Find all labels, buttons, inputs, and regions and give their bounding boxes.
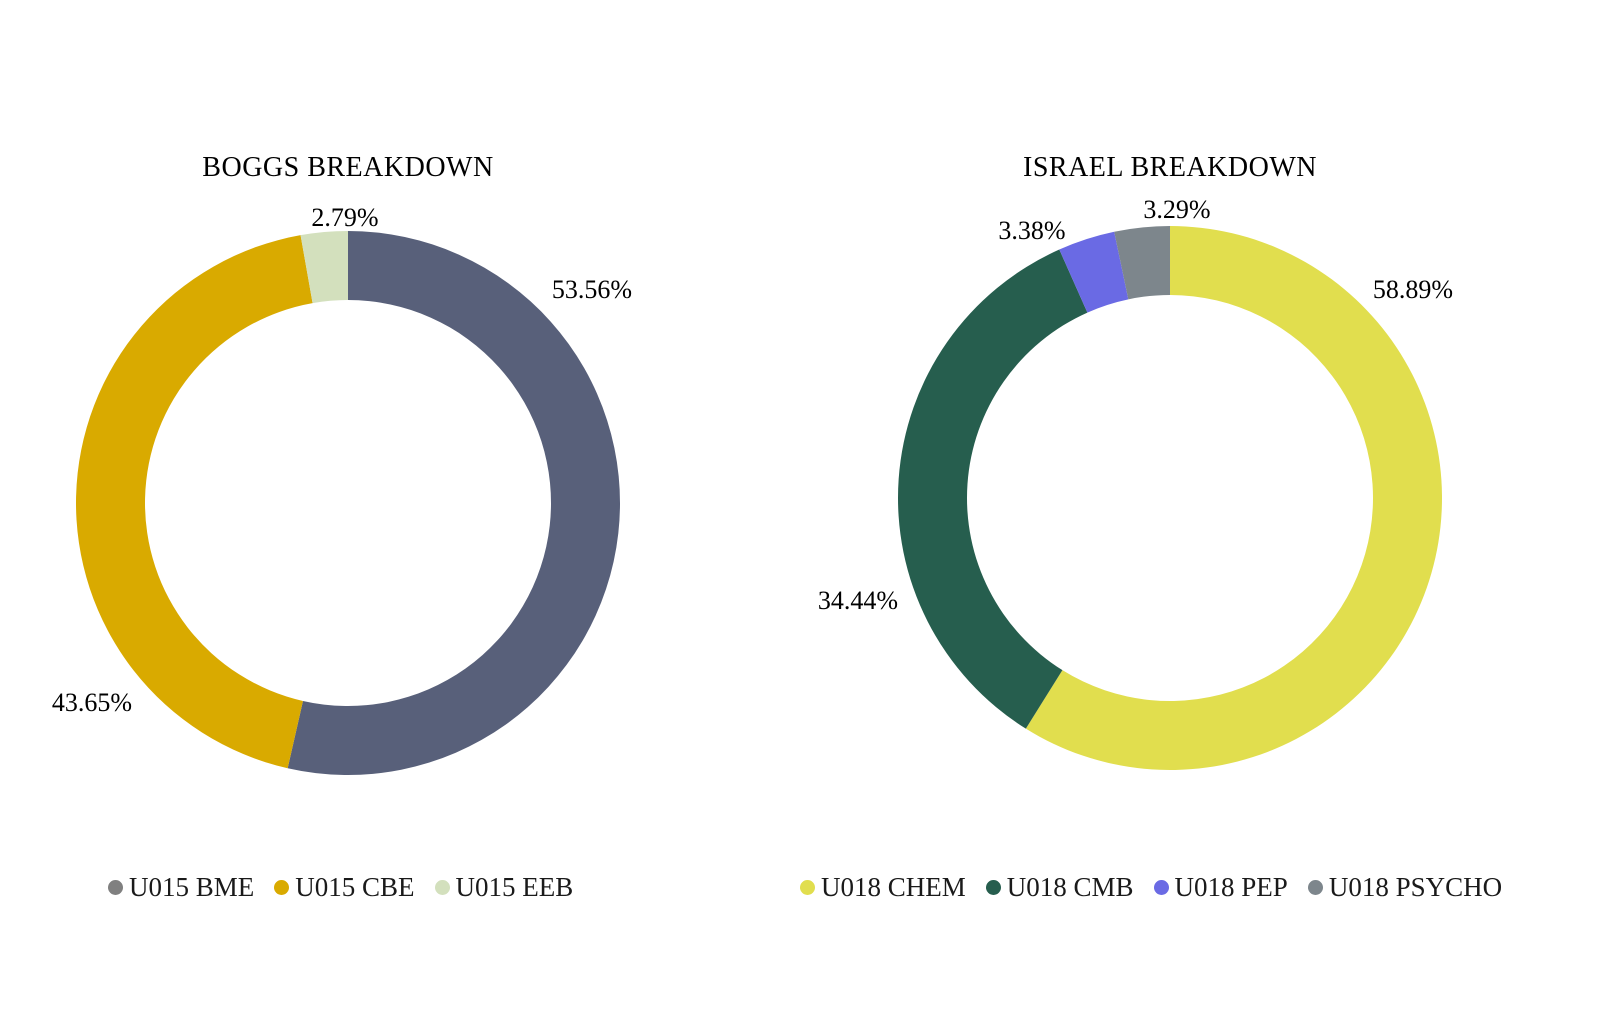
legend-dot-icon bbox=[800, 880, 815, 895]
legend-item-u015-eeb: U015 EEB bbox=[434, 872, 574, 903]
legend-item-u018-chem: U018 CHEM bbox=[800, 872, 966, 903]
data-label-u015-cbe: 43.65% bbox=[52, 688, 132, 717]
data-label-u018-chem: 58.89% bbox=[1373, 275, 1453, 304]
legend-item-u015-bme: U015 BME bbox=[108, 872, 254, 903]
legend-item-u015-cbe: U015 CBE bbox=[274, 872, 415, 903]
legend-dot-icon bbox=[434, 880, 450, 895]
chart-title: BOGGS BREAKDOWN bbox=[202, 152, 493, 183]
legend-label: U018 PSYCHO bbox=[1328, 872, 1503, 902]
data-label-u015-bme: 53.56% bbox=[552, 275, 632, 304]
data-label-u018-cmb: 34.44% bbox=[818, 586, 898, 615]
slice-u018-pep bbox=[1059, 231, 1129, 313]
legend-item-u018-psycho: U018 PSYCHO bbox=[1307, 872, 1503, 903]
data-label-u018-pep: 3.38% bbox=[998, 216, 1065, 245]
boggs-legend: U015 BME U015 CBE U015 EEB bbox=[108, 872, 573, 903]
chart-title: ISRAEL BREAKDOWN bbox=[1023, 152, 1317, 183]
legend-dot-icon bbox=[274, 880, 290, 895]
legend-label: U018 CMB bbox=[1006, 872, 1134, 902]
data-label-u018-psycho: 3.29% bbox=[1143, 195, 1210, 224]
legend-dot-icon bbox=[108, 880, 123, 895]
slice-u018-cmb bbox=[898, 249, 1088, 729]
legend-label: U015 BME bbox=[129, 872, 255, 902]
legend-dot-icon bbox=[985, 880, 1001, 895]
israel-donut-chart: ISRAEL BREAKDOWN 58.89% 34.44% 3.38% 3.29% bbox=[818, 152, 1453, 770]
slice-u015-bme bbox=[287, 231, 620, 775]
legend-dot-icon bbox=[1153, 880, 1169, 895]
legend-label: U018 CHEM bbox=[821, 872, 966, 902]
data-label-u015-eeb: 2.79% bbox=[311, 203, 378, 232]
legend-label: U018 PEP bbox=[1174, 872, 1288, 902]
legend-label: U015 EEB bbox=[455, 872, 574, 902]
legend-label: U015 CBE bbox=[295, 872, 415, 902]
slice-u018-psycho bbox=[1114, 226, 1170, 300]
boggs-donut-chart: BOGGS BREAKDOWN 53.56% 43.65% 2.79% bbox=[52, 152, 632, 775]
slice-u018-chem bbox=[1025, 226, 1443, 770]
legend-dot-icon bbox=[1307, 880, 1323, 895]
slice-u015-cbe bbox=[76, 235, 313, 769]
slice-u015-eeb bbox=[300, 231, 348, 304]
legend-item-u018-cmb: U018 CMB bbox=[985, 872, 1134, 903]
legend-item-u018-pep: U018 PEP bbox=[1153, 872, 1288, 903]
israel-legend: U018 CHEM U018 CMB U018 PEP U018 PSYCHO bbox=[800, 872, 1502, 903]
